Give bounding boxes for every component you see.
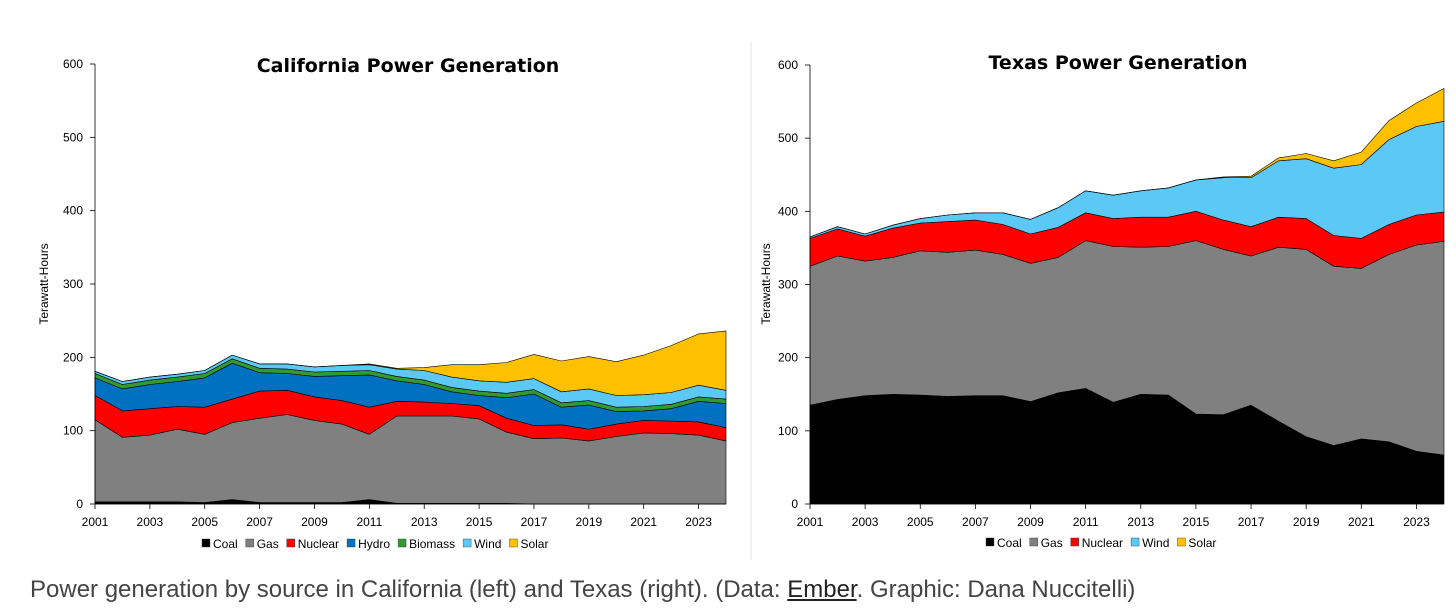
y-tick-label: 500 bbox=[778, 131, 798, 145]
x-tick-label: 2019 bbox=[1293, 515, 1320, 529]
x-tick-label: 2009 bbox=[1017, 515, 1044, 529]
y-tick-label: 100 bbox=[778, 424, 798, 438]
x-tick-label: 2017 bbox=[1238, 515, 1265, 529]
legend-swatch-wind bbox=[462, 538, 472, 548]
y-axis-label: Terawatt-Hours bbox=[37, 243, 51, 324]
x-tick-label: 2003 bbox=[137, 515, 164, 529]
texas-chart: Texas Power Generation Terawatt-Hours 0 1… bbox=[759, 52, 1445, 550]
x-tick-label: 2021 bbox=[1348, 515, 1375, 529]
x-tick-label: 2015 bbox=[466, 515, 493, 529]
legend-swatch-coal bbox=[985, 537, 995, 547]
caption-text-after: . Graphic: Dana Nuccitelli) bbox=[856, 576, 1136, 603]
x-tick-label: 2019 bbox=[575, 515, 602, 529]
y-tick-label: 600 bbox=[63, 57, 83, 71]
x-tick-label: 2009 bbox=[301, 515, 328, 529]
y-tick-label: 400 bbox=[778, 204, 798, 218]
legend-swatch-nuclear bbox=[1070, 537, 1079, 547]
y-tick-label: 100 bbox=[63, 424, 83, 438]
legend-label-coal: Coal bbox=[213, 537, 238, 551]
x-tick-label: 2007 bbox=[246, 515, 273, 529]
legend-swatch-hydro bbox=[346, 538, 356, 548]
legend-label-solar: Solar bbox=[1188, 536, 1216, 550]
ember-link[interactable]: Ember bbox=[787, 576, 857, 603]
legend-label-wind: Wind bbox=[474, 537, 501, 551]
x-tick-label: 2005 bbox=[907, 515, 934, 529]
y-tick-label: 600 bbox=[778, 58, 798, 72]
legend-swatch-gas bbox=[245, 538, 254, 548]
legend-swatch-wind bbox=[1130, 537, 1140, 547]
caption-text-before: Power generation by source in California… bbox=[30, 576, 788, 603]
legend-label-biomass: Biomass bbox=[409, 537, 455, 551]
y-tick-label: 500 bbox=[63, 130, 83, 144]
legend-swatch-solar bbox=[1177, 537, 1186, 547]
x-tick-label: 2021 bbox=[630, 515, 657, 529]
x-tick-label: 2011 bbox=[356, 515, 382, 529]
legend-label-nuclear: Nuclear bbox=[1082, 536, 1123, 550]
x-tick-label: 2011 bbox=[1073, 515, 1099, 529]
x-tick-label: 2001 bbox=[797, 515, 824, 529]
legend-label-coal: Coal bbox=[997, 536, 1022, 550]
x-tick-label: 2003 bbox=[852, 515, 879, 529]
charts-canvas: California Power Generation Terawatt-Hou… bbox=[37, 42, 1445, 560]
y-tick-label: 0 bbox=[76, 497, 83, 511]
legend-label-gas: Gas bbox=[1041, 536, 1063, 550]
x-tick-label: 2013 bbox=[411, 515, 438, 529]
x-tick-label: 2005 bbox=[191, 515, 218, 529]
y-tick-label: 400 bbox=[63, 204, 83, 218]
legend-swatch-solar bbox=[509, 538, 518, 548]
legend-label-gas: Gas bbox=[257, 537, 279, 551]
series-area-solar bbox=[94, 330, 727, 396]
legend-swatch-nuclear bbox=[286, 538, 295, 548]
figure-caption: Power generation by source in California… bbox=[30, 576, 1135, 604]
legend-swatch-coal bbox=[201, 538, 211, 548]
y-tick-label: 0 bbox=[791, 497, 798, 511]
x-tick-label: 2001 bbox=[82, 515, 109, 529]
legend-label-wind: Wind bbox=[1142, 536, 1169, 550]
x-tick-label: 2007 bbox=[962, 515, 989, 529]
x-tick-label: 2023 bbox=[1403, 515, 1430, 529]
legend-label-nuclear: Nuclear bbox=[298, 537, 339, 551]
x-tick-label: 2017 bbox=[521, 515, 548, 529]
california-chart: California Power Generation Terawatt-Hou… bbox=[37, 55, 727, 551]
series-area-solar bbox=[809, 88, 1445, 238]
x-tick-label: 2023 bbox=[685, 515, 712, 529]
chart-title: California Power Generation bbox=[257, 55, 560, 77]
legend-swatch-gas bbox=[1029, 537, 1038, 547]
chart-title: Texas Power Generation bbox=[989, 52, 1248, 74]
y-tick-label: 300 bbox=[778, 278, 798, 292]
legend-label-hydro: Hydro bbox=[358, 537, 390, 551]
x-tick-label: 2015 bbox=[1183, 515, 1210, 529]
legend-label-solar: Solar bbox=[520, 537, 548, 551]
legend-swatch-biomass bbox=[397, 538, 407, 548]
x-tick-label: 2013 bbox=[1127, 515, 1154, 529]
y-tick-label: 300 bbox=[63, 277, 83, 291]
y-tick-label: 200 bbox=[63, 350, 83, 364]
y-axis-label: Terawatt-Hours bbox=[759, 243, 773, 324]
y-tick-label: 200 bbox=[778, 351, 798, 365]
